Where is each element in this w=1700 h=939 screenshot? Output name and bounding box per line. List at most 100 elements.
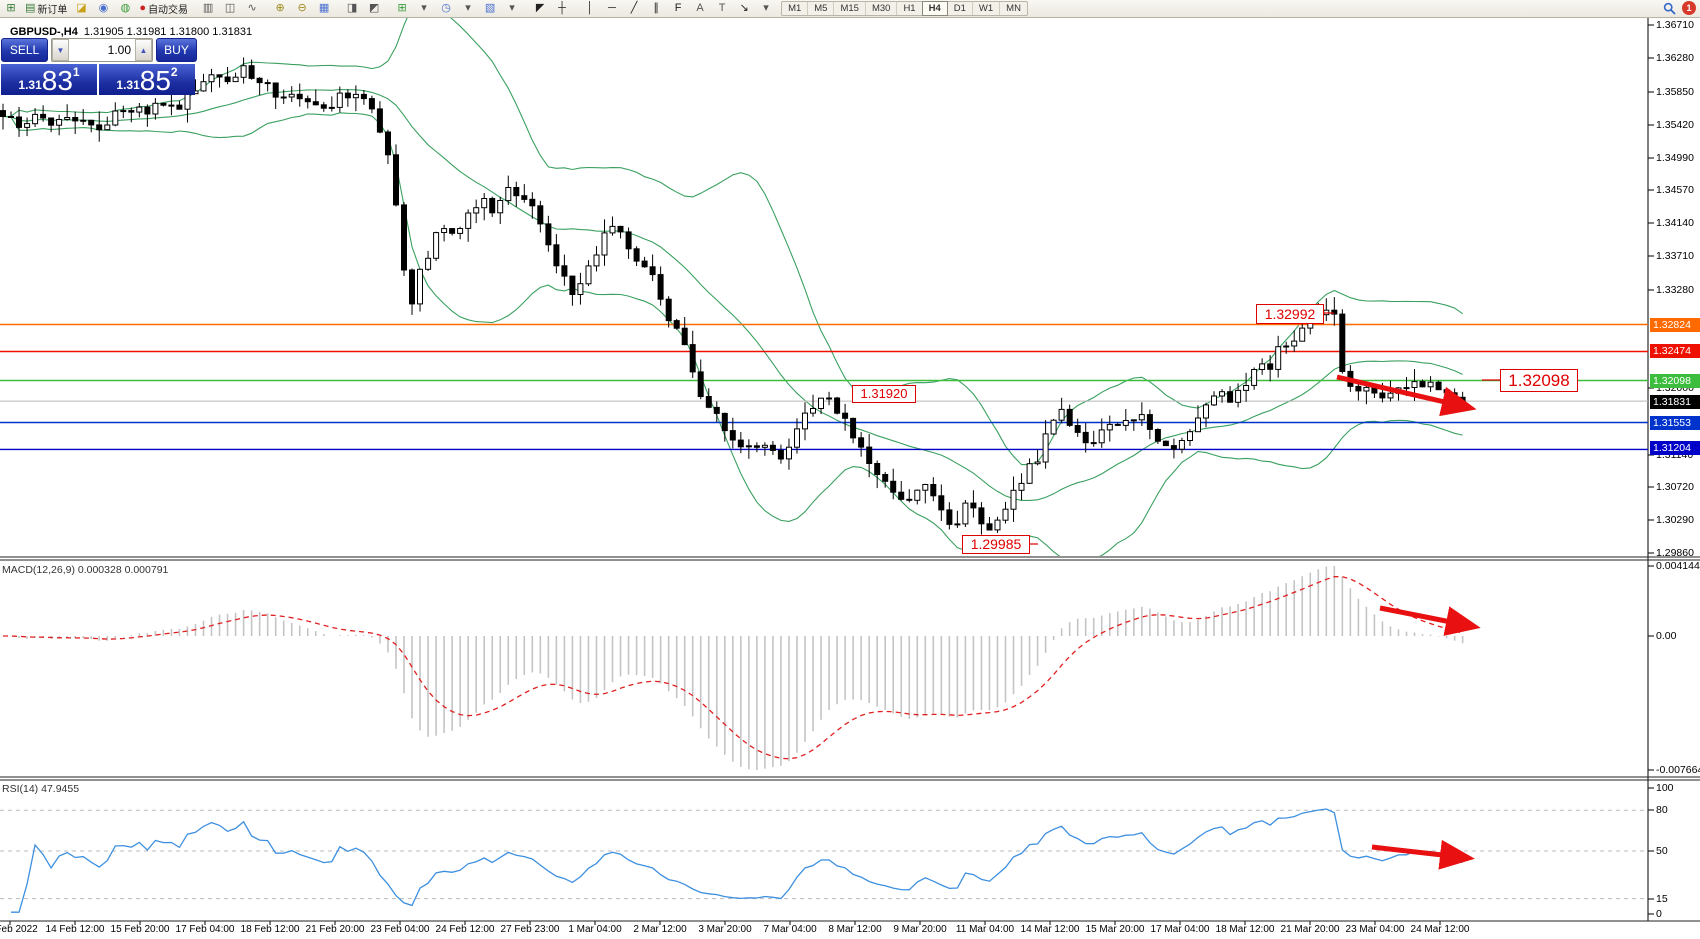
macd-axis-tick: -0.007664	[1656, 764, 1700, 776]
rsi-label: RSI(14) 47.9455	[2, 783, 80, 795]
price-axis-tick: 1.36710	[1656, 19, 1694, 31]
crosshair-icon: ┼	[558, 2, 566, 14]
volume-decrease-button[interactable]: ▼	[52, 39, 69, 61]
timeframe-d1[interactable]: D1	[948, 2, 973, 15]
trendline-icon[interactable]: ╱	[624, 1, 644, 16]
time-axis-label: 24 Mar 12:00	[1410, 924, 1470, 935]
new-chart-icon[interactable]: ⊞	[1, 1, 21, 16]
styler-icon: ◪	[76, 2, 87, 14]
candlestick-chart-icon[interactable]: ◫	[220, 1, 240, 16]
line-chart-icon[interactable]: ∿	[242, 1, 262, 16]
price-axis-tick: 1.33710	[1656, 250, 1694, 262]
price-callout[interactable]: 1.31920	[852, 385, 916, 403]
arrows-dropdown-icon[interactable]: ▾	[756, 1, 776, 16]
price-callout[interactable]: 1.32098	[1500, 369, 1578, 392]
bid-prefix: 1.31	[18, 78, 42, 92]
timeframe-m30[interactable]: M30	[866, 2, 898, 15]
ask-prefix: 1.31	[116, 78, 140, 92]
text-icon[interactable]: A	[690, 1, 710, 16]
search-icon[interactable]	[1663, 2, 1676, 15]
bid-point: 1	[72, 65, 80, 79]
candlesticks	[0, 57, 1466, 535]
macd-signal-line	[3, 576, 1463, 760]
zoom-out-icon[interactable]: ⊖	[292, 1, 312, 16]
main-chart-arrow[interactable]	[1336, 374, 1477, 417]
volume-input[interactable]	[69, 39, 135, 61]
notification-badge[interactable]: 1	[1682, 1, 1696, 15]
templates-dropdown-icon: ▾	[509, 2, 515, 14]
crosshair-icon[interactable]: ┼	[552, 1, 572, 16]
fibonacci-icon[interactable]: F	[668, 1, 688, 16]
bar-chart-icon[interactable]: ▥	[198, 1, 218, 16]
price-callout[interactable]: 1.32992	[1256, 304, 1324, 324]
time-axis-label: 21 Feb 20:00	[305, 924, 365, 935]
timeframe-h4[interactable]: H4	[921, 1, 948, 16]
periods-dropdown-icon[interactable]: ▾	[458, 1, 478, 16]
price-axis-tick: 1.34570	[1656, 184, 1694, 196]
bollinger-bands	[2, 17, 1463, 556]
equidistant-channel-icon[interactable]: ∥	[646, 1, 666, 16]
toolbar-items: ⊞ ▤ 新订单 ◪ ◉ ◍ ● 自动交易 ▥ ◫ ∿ ⊕ ⊖ ▦ ◨ ◩ ⊞ ▾ ◷ ▾ ▧ ▾ ◤ ┼ │ ─ ╱ ∥ F A T ↘ ▾	[0, 1, 777, 17]
price-axis-tick: 1.34990	[1656, 152, 1694, 164]
rsi-line	[11, 808, 1463, 913]
timeframe-h1[interactable]: H1	[897, 2, 923, 15]
auto-scroll-icon[interactable]: ◨	[342, 1, 362, 16]
toolbar-right: 1	[1663, 1, 1696, 15]
timeframe-w1[interactable]: W1	[973, 2, 1001, 15]
periods-icon[interactable]: ◷	[436, 1, 456, 16]
time-axis-label: 8 Mar 12:00	[828, 924, 882, 935]
volume-increase-button[interactable]: ▲	[135, 39, 152, 61]
tile-windows-icon[interactable]: ▦	[314, 1, 334, 16]
timeframe-m5[interactable]: M5	[808, 2, 835, 15]
time-axis-label: 9 Mar 20:00	[893, 924, 947, 935]
templates-icon[interactable]: ▧	[480, 1, 500, 16]
profile-icon: ◉	[98, 2, 109, 14]
signals-icon[interactable]: ◍	[115, 1, 135, 16]
text-label-icon[interactable]: T	[712, 1, 732, 16]
candlestick-chart-icon: ◫	[224, 2, 236, 14]
new-order-icon[interactable]: ▤ 新订单	[23, 1, 69, 17]
line-chart-icon: ∿	[247, 2, 257, 14]
horizontal-line-icon[interactable]: ─	[602, 1, 622, 16]
time-axis-label: 11 Feb 2022	[0, 924, 38, 935]
timeframe-m1[interactable]: M1	[782, 2, 809, 15]
timeframe-mn[interactable]: MN	[1006, 3, 1021, 14]
rsi-arrow[interactable]	[1371, 839, 1475, 870]
profile-icon[interactable]: ◉	[93, 1, 113, 16]
new-order-button: 新订单	[37, 5, 68, 16]
timeframe-group: M1 M5 M15 M30 H1 H4 D1 W1 MN	[781, 1, 1028, 16]
zoom-in-icon[interactable]: ⊕	[270, 1, 290, 16]
bid-main: 83	[41, 65, 73, 96]
new-order-icon: ▤	[25, 2, 36, 14]
ask-price-button[interactable]: 1.31 85 2	[99, 64, 195, 95]
buy-button[interactable]: BUY	[156, 38, 197, 62]
text-icon: A	[696, 2, 704, 14]
price-badge: 1.31831	[1650, 395, 1700, 409]
macd-arrow[interactable]	[1379, 605, 1481, 636]
cursor-icon[interactable]: ◤	[530, 1, 550, 16]
time-axis-label: 18 Feb 12:00	[240, 924, 300, 935]
autotrade-icon[interactable]: ● 自动交易	[137, 1, 190, 17]
symbol-label: GBPUSD-,H4	[10, 26, 78, 38]
arrows-icon[interactable]: ↘	[734, 1, 754, 16]
autotrade-icon: ●	[139, 2, 147, 14]
styler-icon[interactable]: ◪	[71, 1, 91, 16]
sell-button[interactable]: SELL	[1, 38, 48, 62]
rsi-axis-tick: 80	[1656, 804, 1668, 816]
price-badge: 1.32474	[1650, 344, 1700, 358]
vertical-line-icon[interactable]: │	[580, 1, 600, 16]
templates-icon: ▧	[484, 2, 496, 14]
templates-dropdown-icon[interactable]: ▾	[502, 1, 522, 16]
macd-axis-tick: 0.004144	[1656, 560, 1700, 572]
indicators-icon[interactable]: ⊞	[392, 1, 412, 16]
timeframe-m15[interactable]: M15	[834, 2, 866, 15]
bid-price-button[interactable]: 1.31 83 1	[1, 64, 97, 95]
equidistant-channel-icon: ∥	[653, 2, 659, 14]
time-axis-label: 17 Mar 04:00	[1150, 924, 1210, 935]
macd-indicator	[3, 566, 1464, 770]
indicators-dropdown-icon[interactable]: ▾	[414, 1, 434, 16]
price-axis-tick: 1.35420	[1656, 119, 1694, 131]
price-callout[interactable]: 1.29985	[962, 535, 1030, 554]
chart-shift-icon[interactable]: ◩	[364, 1, 384, 16]
